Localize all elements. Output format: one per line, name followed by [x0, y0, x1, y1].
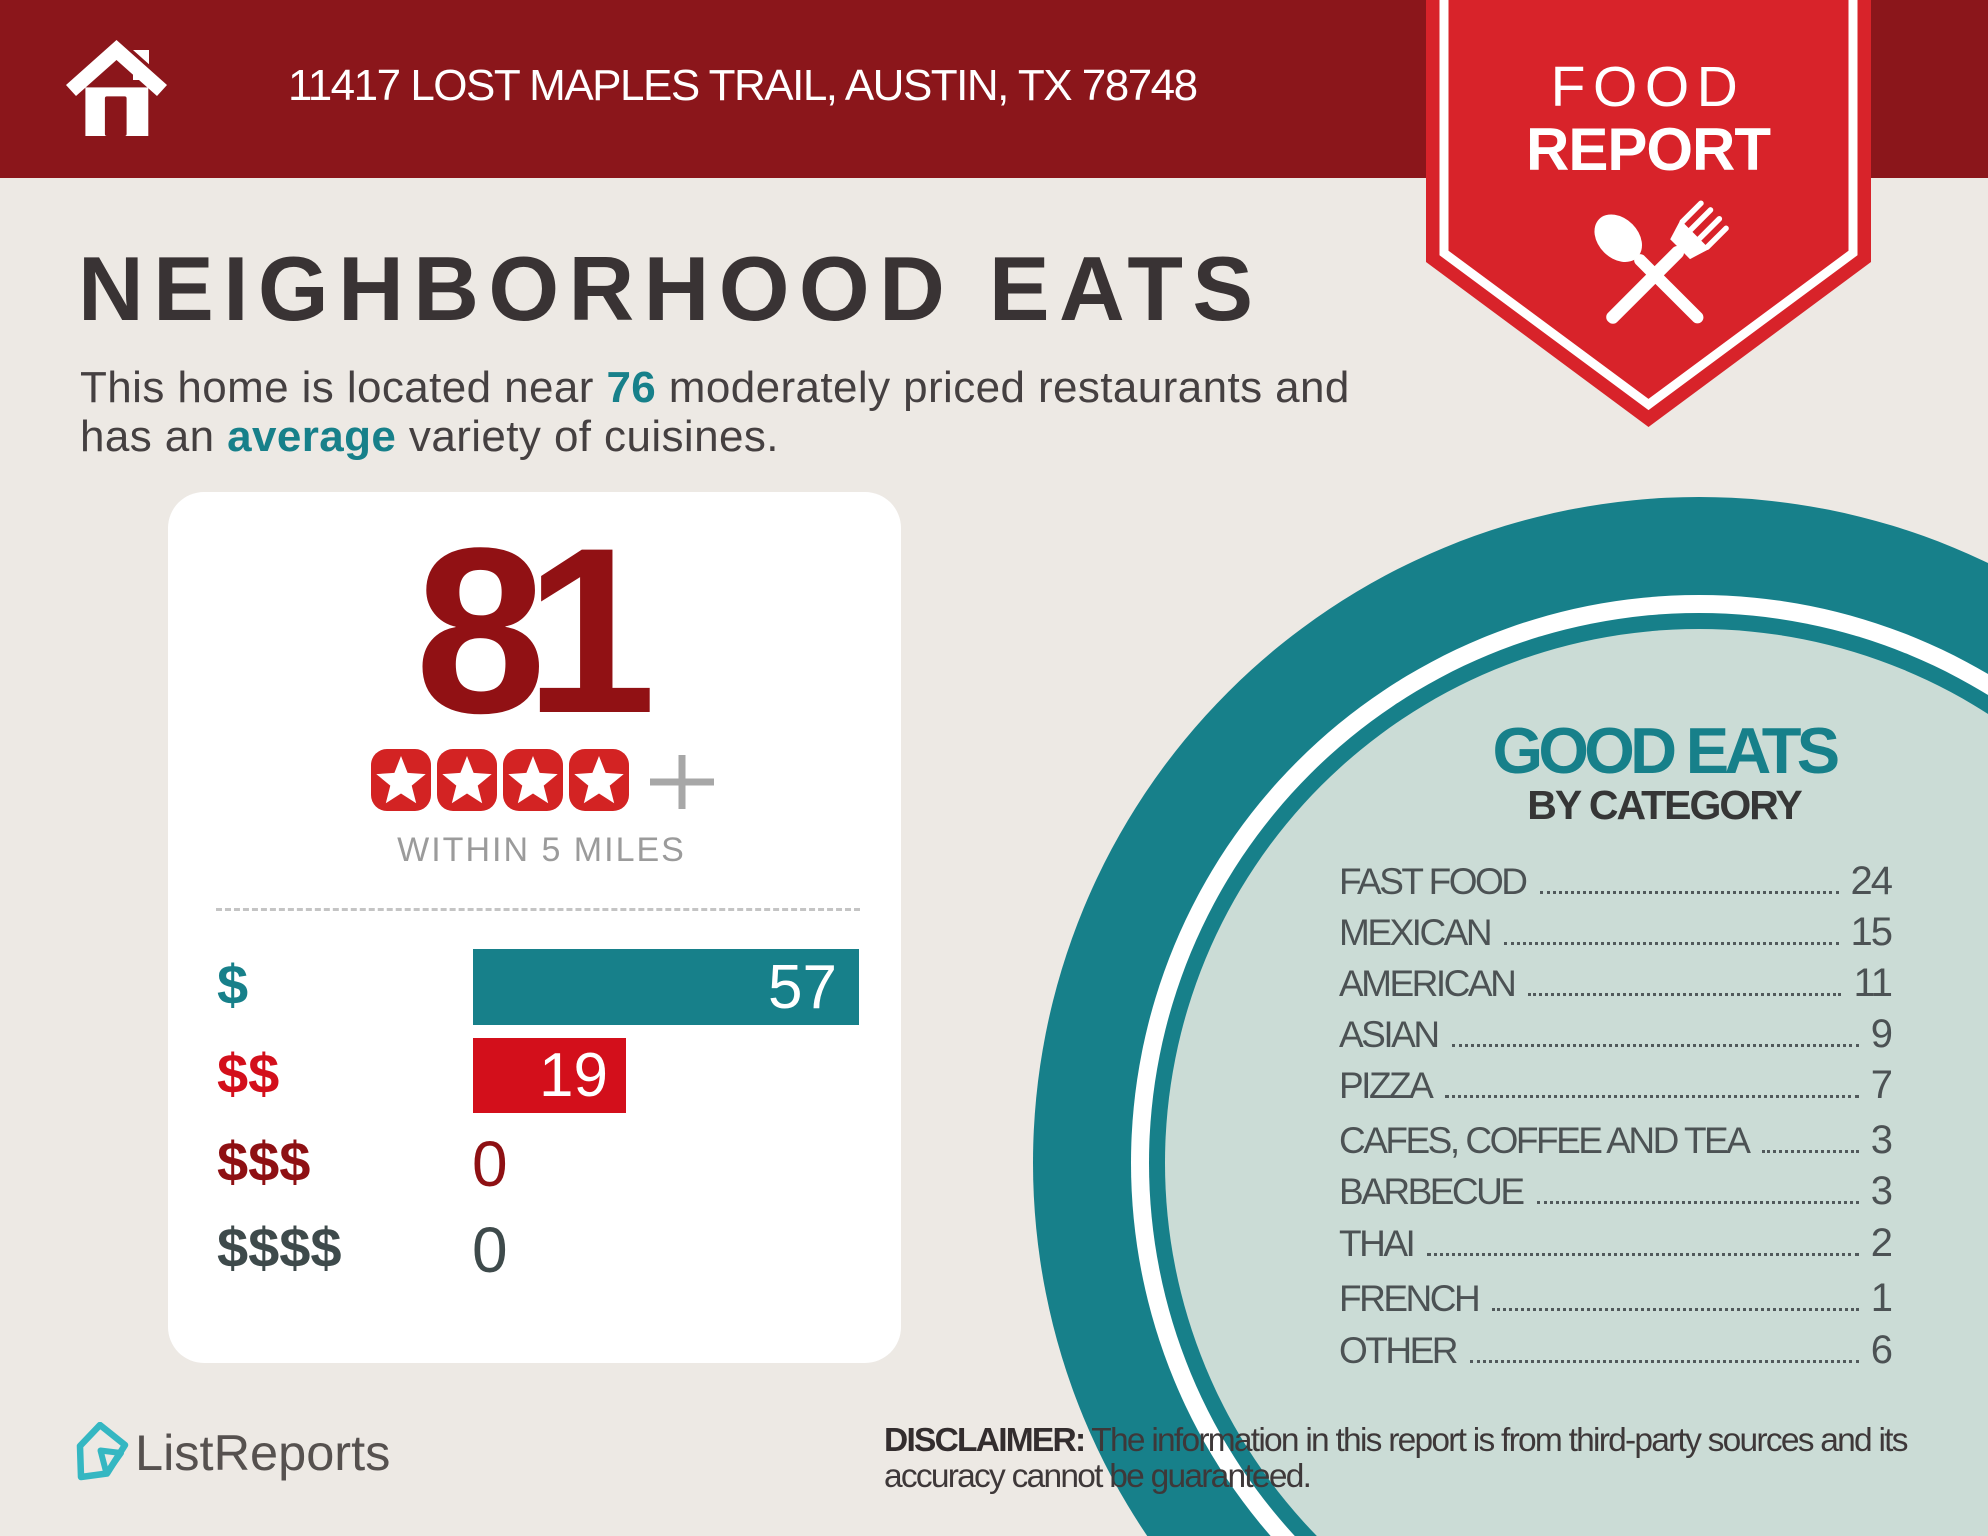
svg-text:FOOD: FOOD — [1551, 55, 1746, 119]
svg-text:REPORT: REPORT — [1526, 116, 1770, 183]
